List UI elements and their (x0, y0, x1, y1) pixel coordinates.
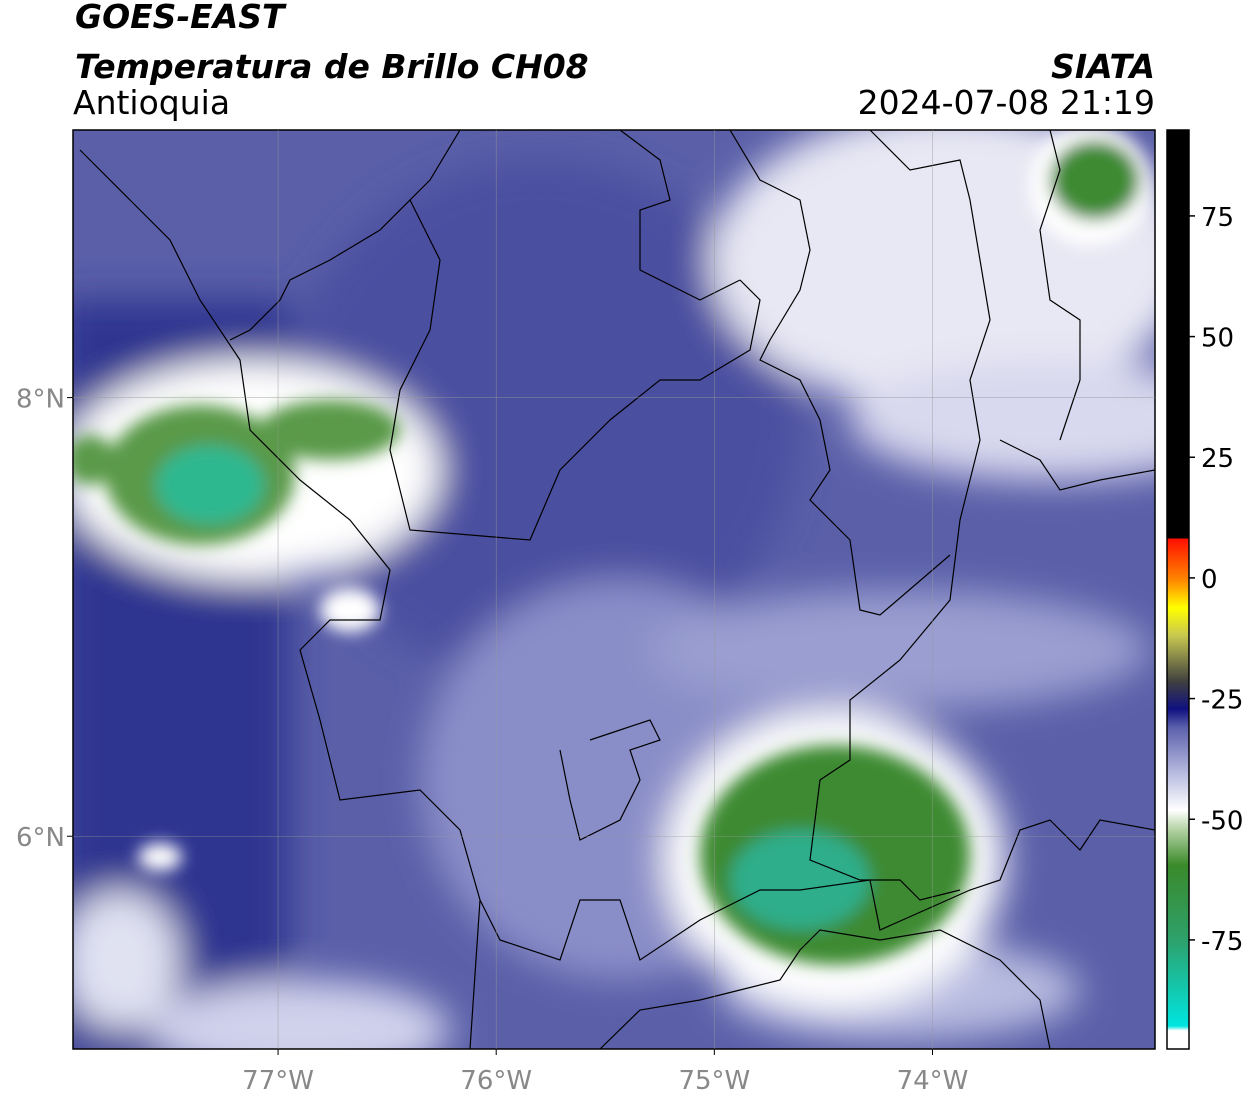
source: SIATA (1051, 47, 1155, 86)
x-tick-label: 76°W (460, 1066, 532, 1096)
y-tick-label: 6°N (16, 823, 65, 853)
colorbar-tick-label: -50 (1201, 806, 1243, 836)
colorbar (1166, 129, 1190, 1050)
colorbar-tick-label: -25 (1201, 686, 1243, 716)
x-tick-label: 74°W (897, 1066, 969, 1096)
subtitle: Temperatura de Brillo CH08 (75, 47, 589, 86)
x-tick-label: 77°W (242, 1066, 314, 1096)
title: GOES-EAST (75, 0, 287, 36)
colorbar-tick-label: 0 (1201, 565, 1218, 595)
borders (79, 130, 1155, 1049)
colorbar-tick-label: -75 (1201, 927, 1243, 957)
x-tick-label: 75°W (678, 1066, 750, 1096)
colorbar-tick-label: 75 (1201, 203, 1234, 233)
colorbar-tick-label: 25 (1201, 444, 1234, 474)
datetime: 2024-07-08 21:19 (858, 83, 1155, 122)
map-frame (72, 129, 1156, 1050)
satellite-image (73, 130, 1155, 1049)
colorbar-tick-label: 50 (1201, 324, 1234, 354)
y-tick-label: 8°N (16, 385, 65, 415)
region: Antioquia (73, 83, 230, 122)
